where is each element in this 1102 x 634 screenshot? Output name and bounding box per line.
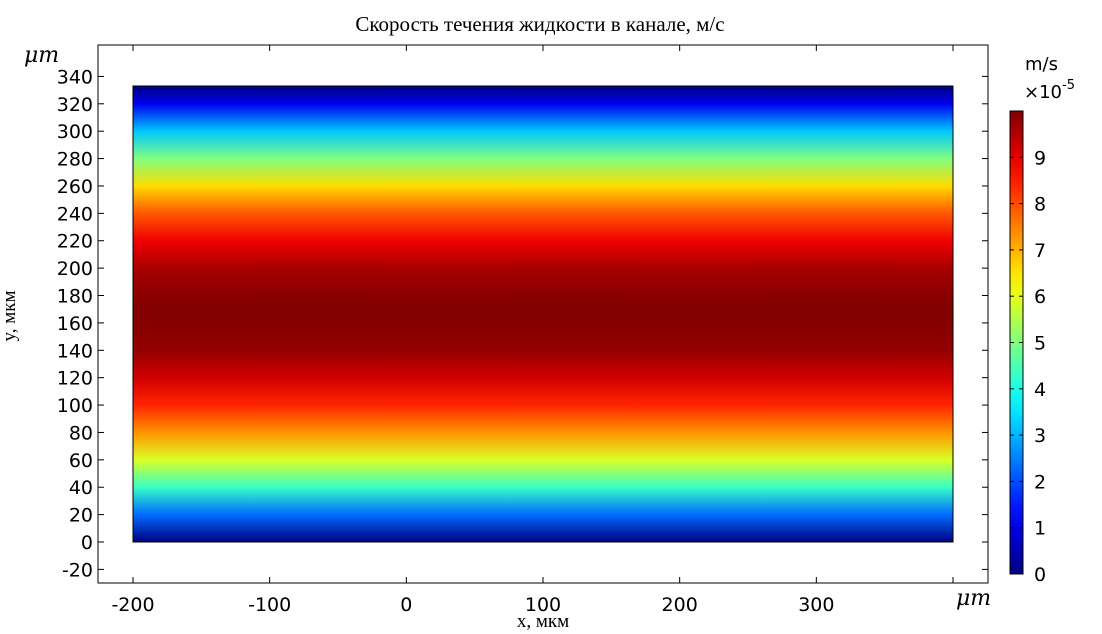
y-tick-label: 320 — [57, 94, 93, 116]
y-tick-label: 80 — [69, 422, 93, 444]
y-tick-label: 120 — [57, 368, 93, 390]
colorbar-ticks: 0 1 2 3 4 5 6 7 8 9 — [1010, 147, 1046, 586]
colorbar-tick-label: 5 — [1034, 333, 1046, 355]
colorbar-tick-label: 9 — [1034, 147, 1046, 169]
y-tick-label: 140 — [57, 340, 93, 362]
colorbar-tick-label: 1 — [1034, 518, 1046, 540]
y-tick-label: 60 — [69, 450, 93, 472]
colorbar-scale: ×10-5 — [1024, 78, 1075, 103]
x-unit-label: μm — [956, 586, 991, 611]
x-tick-label: 300 — [798, 594, 834, 616]
colorbar: m/s ×10-5 0 1 2 3 4 5 6 7 8 9 — [1009, 54, 1075, 586]
y-tick-label: 280 — [57, 149, 93, 171]
plot-area: -200 -100 0 100 200 300 -20020406080100120140… — [57, 44, 989, 616]
y-axis-ticks: -20 0 20 40 60 80 100 120 140 160 180 200 220 240 260 2… — [57, 66, 988, 581]
colorbar-unit: m/s — [1025, 54, 1058, 75]
colorbar-tick-label: 7 — [1034, 240, 1046, 262]
y-unit-label: μm — [24, 43, 59, 68]
y-tick-label: 40 — [69, 477, 93, 499]
y-tick-label: 180 — [57, 286, 93, 308]
y-tick-label: 260 — [57, 176, 93, 198]
x-tick-label: -100 — [248, 594, 291, 616]
x-tick-label: 0 — [400, 594, 412, 616]
y-tick-label: 300 — [57, 121, 93, 143]
x-tick-label: 200 — [662, 594, 698, 616]
y-tick-label: 220 — [57, 231, 93, 253]
colorbar-tick-label: 8 — [1034, 194, 1046, 216]
colorbar-tick-label: 2 — [1034, 471, 1046, 493]
y-tick-label: 0 — [81, 532, 93, 554]
x-axis-title: x, мкм — [517, 611, 569, 632]
y-tick-label: 200 — [57, 258, 93, 280]
colorbar-tick-label: 6 — [1034, 286, 1046, 308]
x-tick-label: 100 — [525, 594, 561, 616]
y-tick-label: 20 — [69, 505, 93, 527]
colorbar-tick-label: 4 — [1034, 379, 1046, 401]
velocity-field — [132, 85, 954, 543]
y-tick-label: -20 — [62, 559, 93, 581]
colorbar-tick-label: 0 — [1034, 564, 1046, 586]
y-tick-label: 160 — [57, 313, 93, 335]
y-tick-label: 100 — [57, 395, 93, 417]
x-axis-ticks: -200 -100 0 100 200 300 — [111, 45, 954, 616]
chart-title: Скорость течения жидкости в канале, м/с — [355, 12, 724, 36]
y-tick-label: 340 — [57, 66, 93, 88]
y-tick-label: 240 — [57, 203, 93, 225]
y-axis-title: y, мкм — [0, 290, 20, 341]
colorbar-tick-label: 3 — [1034, 425, 1046, 447]
x-tick-label: -200 — [111, 594, 154, 616]
